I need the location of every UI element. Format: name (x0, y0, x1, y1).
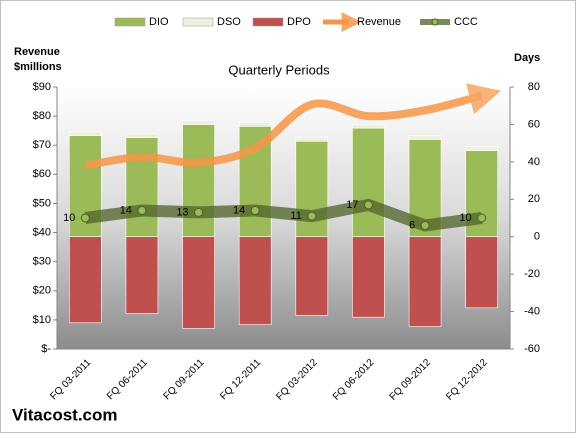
y2-tick-label: -60 (524, 343, 540, 355)
y-tick-label: $90 (33, 81, 51, 93)
y2-tick-label: 20 (528, 193, 540, 205)
y2-tick-label: 40 (528, 156, 540, 168)
y-tick-label: $80 (33, 110, 51, 122)
ccc-point (194, 207, 204, 217)
y2-tick-label: 60 (528, 118, 540, 130)
bar (125, 133, 159, 138)
y-tick-label: $60 (33, 168, 51, 180)
legend-label: CCC (454, 16, 478, 28)
y-tick-label: $40 (33, 226, 51, 238)
bar (352, 127, 385, 238)
data-label: 13 (176, 206, 188, 218)
ccc-point (420, 220, 430, 230)
legend: DIO DSO DPO Revenue CCC (114, 12, 478, 32)
ccc-point (363, 200, 373, 210)
bar (182, 120, 215, 125)
bar (182, 236, 215, 329)
y2-tick-label: -20 (524, 268, 540, 280)
revenue-line (84, 83, 502, 170)
footer: Vitacost.com (12, 405, 118, 424)
ccc-point (137, 206, 147, 216)
bar (408, 135, 442, 140)
ccc-line (84, 198, 483, 232)
bar (295, 137, 329, 142)
bar (465, 236, 498, 309)
bar (125, 236, 159, 314)
ccc-point (250, 206, 260, 216)
bar (69, 236, 102, 324)
data-label: 14 (233, 204, 245, 216)
bar (238, 236, 272, 325)
data-label: 10 (459, 212, 471, 224)
legend-label: DSO (217, 16, 241, 28)
legend-label: Revenue (357, 16, 401, 28)
y-axis-label: $millions (14, 61, 62, 73)
data-label: 14 (120, 204, 132, 216)
legend-swatch (182, 17, 214, 27)
bar (238, 122, 272, 127)
y2-tick-label: -40 (524, 305, 540, 317)
y-tick-label: $- (41, 343, 51, 355)
legend-swatch (252, 17, 284, 27)
y-tick-label: $70 (33, 139, 51, 151)
bar (465, 146, 498, 151)
bar (125, 137, 159, 238)
ccc-point (477, 213, 487, 223)
legend-label: DIO (149, 16, 169, 28)
legend-swatch (114, 17, 146, 27)
y-tick-label: $10 (33, 314, 51, 326)
bar (352, 236, 385, 318)
data-label: 17 (346, 199, 358, 211)
legend-swatch (431, 18, 439, 26)
y-tick-label: $30 (33, 256, 51, 268)
chart-title: Quarterly Periods (228, 62, 330, 77)
bar (352, 124, 385, 129)
bar (182, 124, 215, 238)
ccc-point (80, 213, 90, 223)
y-tick-label: $50 (33, 197, 51, 209)
y-tick-label: $20 (33, 285, 51, 297)
y2-tick-label: 0 (534, 231, 540, 243)
data-label: 10 (63, 212, 75, 224)
bar (295, 140, 329, 238)
y2-tick-label: 80 (528, 81, 540, 93)
data-label: 11 (290, 210, 301, 222)
ccc-point (307, 211, 317, 221)
y-axis-label: Revenue (14, 46, 60, 58)
bar (295, 236, 329, 316)
bar (408, 236, 442, 327)
y2-axis-label: Days (514, 52, 540, 64)
legend-label: DPO (287, 16, 311, 28)
data-label: 6 (409, 219, 415, 231)
bar (69, 131, 102, 136)
